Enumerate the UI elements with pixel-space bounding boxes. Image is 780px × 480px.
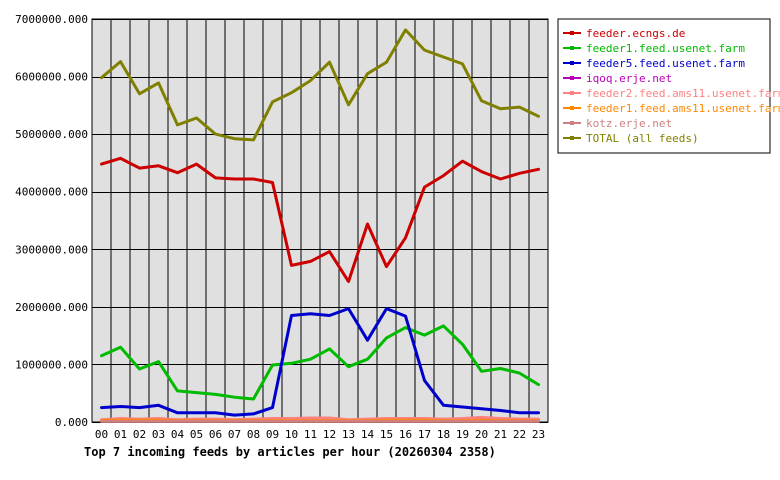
series-line-1 xyxy=(100,324,540,401)
x-tick-label: 00 xyxy=(95,428,108,441)
x-tick-label: 10 xyxy=(285,428,298,441)
legend: feeder.ecngs.de feeder1.feed.usenet.farm f… xyxy=(557,18,780,154)
x-tick-label: 18 xyxy=(437,428,450,441)
x-tick-label: 06 xyxy=(209,428,222,441)
legend-label: iqoq.erje.net xyxy=(586,72,672,85)
y-tick-label: 1000000.000 xyxy=(15,358,88,371)
legend-label: feeder5.feed.usenet.farm xyxy=(586,57,745,70)
x-tick-label: 19 xyxy=(456,428,469,441)
x-tick-label: 03 xyxy=(152,428,165,441)
series-line-7 xyxy=(100,28,540,142)
x-tick-label: 13 xyxy=(342,428,355,441)
x-tick-label: 12 xyxy=(323,428,336,441)
x-tick-label: 01 xyxy=(114,428,127,441)
legend-box xyxy=(557,18,771,154)
legend-marker xyxy=(570,76,574,80)
series-line-0 xyxy=(100,156,540,283)
legend-marker xyxy=(570,31,574,35)
legend-label: feeder1.feed.usenet.farm xyxy=(586,42,745,55)
x-tick-label: 07 xyxy=(228,428,241,441)
x-tick-label: 16 xyxy=(399,428,412,441)
legend-marker xyxy=(570,46,574,50)
legend-label: kotz.erje.net xyxy=(586,117,672,130)
x-tick-label: 09 xyxy=(266,428,279,441)
legend-marker xyxy=(570,136,574,140)
x-tick-label: 17 xyxy=(418,428,431,441)
y-tick-label: 6000000.000 xyxy=(15,71,88,84)
y-tick-label: 5000000.000 xyxy=(15,128,88,141)
x-tick-label: 23 xyxy=(532,428,545,441)
legend-marker xyxy=(570,61,574,65)
legend-label: TOTAL (all feeds) xyxy=(586,132,699,145)
legend-label: feeder1.feed.ams11.usenet.farm xyxy=(586,102,780,115)
x-tick-label: 04 xyxy=(171,428,185,441)
legend-marker xyxy=(570,106,574,110)
series-lines xyxy=(100,28,540,423)
chart-title: Top 7 incoming feeds by articles per hou… xyxy=(84,445,496,459)
x-tick-label: 22 xyxy=(513,428,526,441)
y-tick-label: 7000000.000 xyxy=(15,13,88,26)
series-line-2 xyxy=(100,307,540,417)
y-tick-label: 0.000 xyxy=(55,416,88,429)
y-tick-label: 2000000.000 xyxy=(15,301,88,314)
x-tick-label: 14 xyxy=(361,428,375,441)
x-tick-label: 02 xyxy=(133,428,146,441)
legend-label: feeder.ecngs.de xyxy=(586,27,685,40)
x-tick-label: 20 xyxy=(475,428,488,441)
x-axis-ticks: 00 01 02 03 04 05 06 07 08 09 10 11 12 13 14 15 16 17 18 19… xyxy=(95,428,545,441)
x-tick-label: 21 xyxy=(494,428,507,441)
legend-label: feeder2.feed.ams11.usenet.farm xyxy=(586,87,780,100)
y-axis-ticks: 0.000 1000000.000 2000000.000 3000000.000 40… xyxy=(15,13,88,429)
legend-marker xyxy=(570,121,574,125)
y-tick-label: 3000000.000 xyxy=(15,243,88,256)
x-tick-label: 11 xyxy=(304,428,317,441)
x-tick-label: 08 xyxy=(247,428,260,441)
legend-marker xyxy=(570,91,574,95)
x-tick-label: 05 xyxy=(190,428,203,441)
y-tick-label: 4000000.000 xyxy=(15,186,88,199)
x-tick-label: 15 xyxy=(380,428,393,441)
